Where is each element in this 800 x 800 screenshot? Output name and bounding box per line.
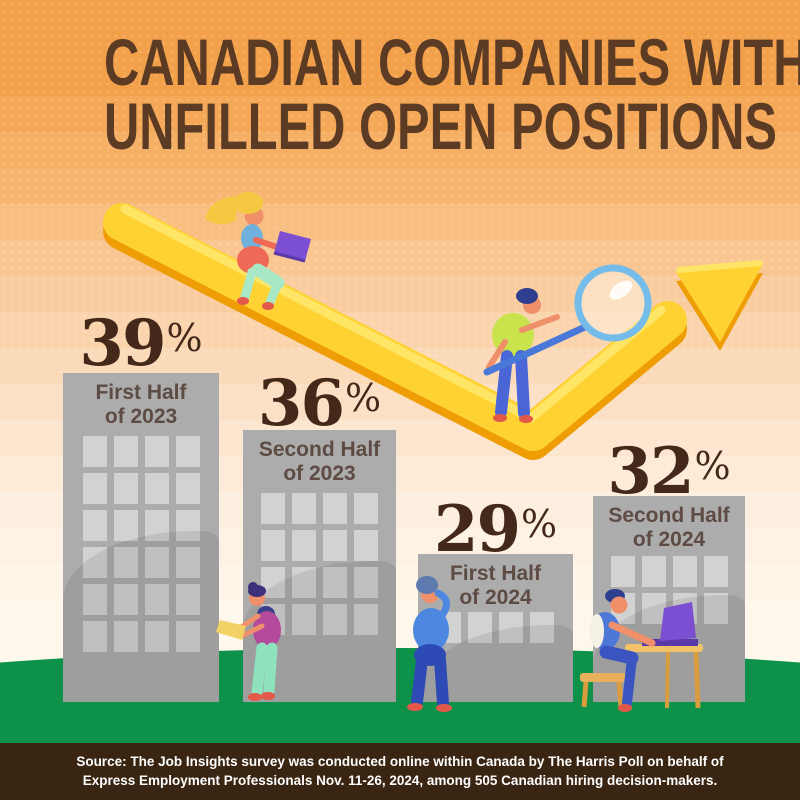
percent-label-first-half-2024: 29% <box>418 492 573 567</box>
bar-label-line1: Second Half <box>258 438 381 461</box>
bar-label-line2: of 2024 <box>459 586 532 609</box>
percent-value: 32 <box>607 434 694 509</box>
bar-second-half-2023: Second Half of 2023 <box>243 430 396 702</box>
bar-label-line2: of 2023 <box>283 462 356 485</box>
percent-value: 36 <box>257 366 345 441</box>
source-line-1: Source: The Job Insights survey was cond… <box>76 754 724 769</box>
bar-first-half-2023: First Half of 2023 <box>63 373 219 702</box>
percent-sign: % <box>520 502 558 546</box>
building-shine <box>63 530 219 702</box>
percent-label-second-half-2024: 32% <box>593 434 745 509</box>
bar-label-line1: First Half <box>449 562 541 585</box>
page-title: CANADIAN COMPANIES WITH UNFILLED OPEN PO… <box>0 25 800 163</box>
building-windows <box>243 493 396 635</box>
bar-label-line2: of 2024 <box>632 528 706 551</box>
bar-category-label: Second Half of 2024 <box>593 504 745 552</box>
source-footer: Source: The Job Insights survey was cond… <box>0 743 800 800</box>
source-line-2: Express Employment Professionals Nov. 11… <box>82 773 718 788</box>
bar-label-line1: First Half <box>95 381 187 404</box>
percent-value: 29 <box>433 492 521 567</box>
bar-category-label: First Half of 2023 <box>63 381 219 429</box>
title-line-2: UNFILLED OPEN POSITIONS <box>104 89 777 163</box>
percent-value: 39 <box>79 306 166 381</box>
bar-category-label: First Half of 2024 <box>418 562 573 610</box>
bar-second-half-2024: Second Half of 2024 <box>593 496 745 702</box>
percent-label-first-half-2023: 39% <box>63 306 219 381</box>
percent-sign: % <box>344 376 382 420</box>
title-line-1: CANADIAN COMPANIES WITH <box>104 25 800 99</box>
bar-label-line2: of 2023 <box>104 405 178 428</box>
percent-sign: % <box>694 444 731 488</box>
percent-sign: % <box>166 316 203 360</box>
percent-label-second-half-2023: 36% <box>243 366 396 441</box>
bar-label-line1: Second Half <box>608 504 730 527</box>
bar-first-half-2024: First Half of 2024 <box>418 554 573 702</box>
bar-category-label: Second Half of 2023 <box>243 438 396 486</box>
